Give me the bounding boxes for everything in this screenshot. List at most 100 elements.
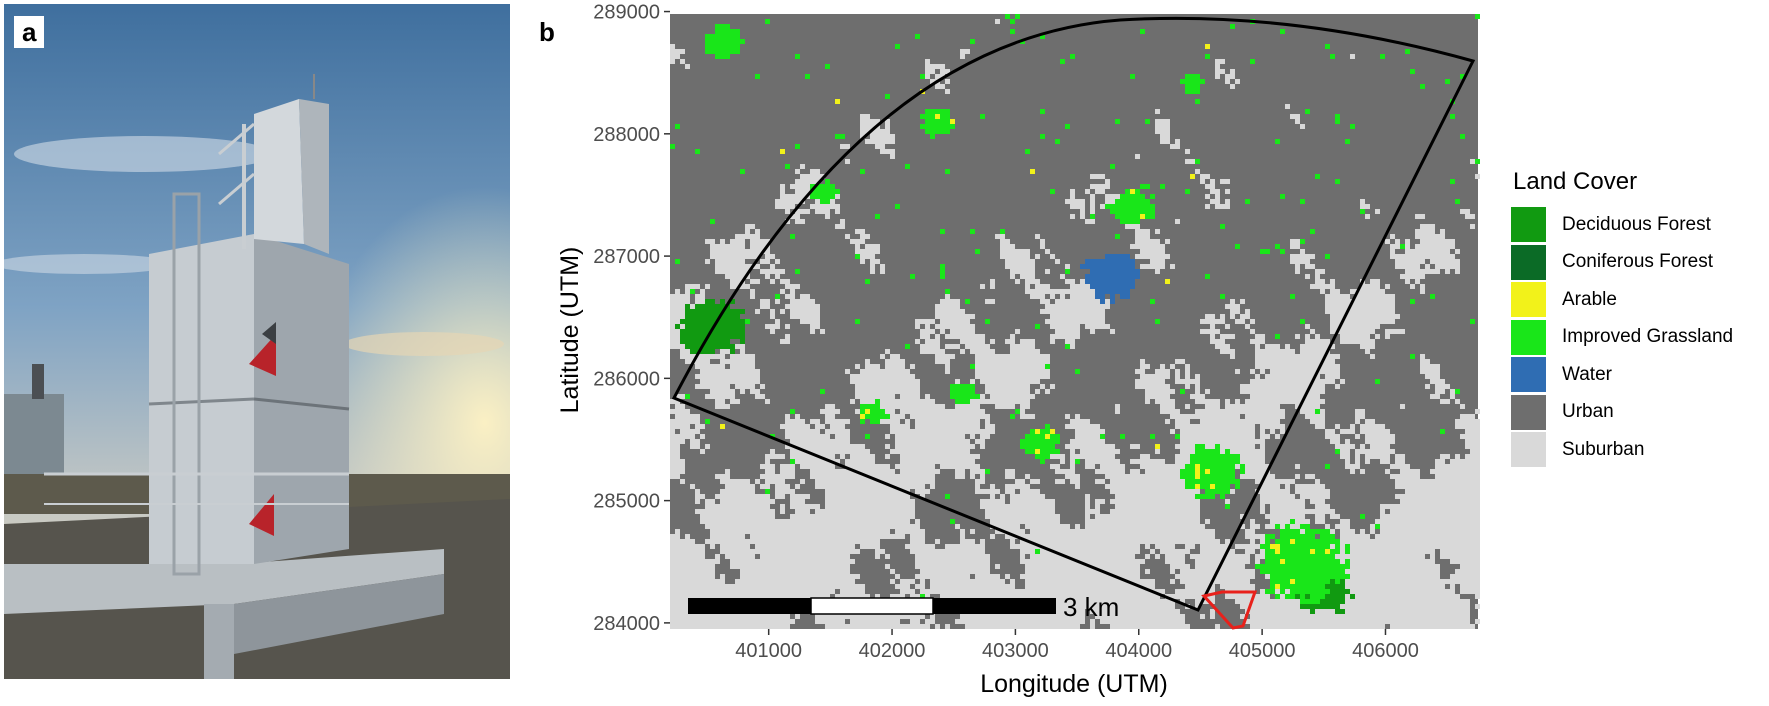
land-cover-cell (1005, 489, 1010, 494)
land-cover-cell (1190, 444, 1195, 449)
land-cover-cell (1400, 454, 1405, 459)
land-cover-cell (1125, 264, 1130, 269)
land-cover-cell (765, 479, 770, 484)
land-cover-cell (1060, 304, 1065, 309)
land-cover-cell (1185, 79, 1190, 84)
land-cover-cell (895, 434, 900, 439)
land-cover-cell (1380, 294, 1385, 299)
land-cover-cell (1275, 524, 1280, 529)
land-cover-cell (770, 539, 775, 544)
land-cover-cell (720, 519, 725, 524)
land-cover-cell (1060, 329, 1065, 334)
land-cover-cell (1365, 454, 1370, 459)
land-cover-cell (715, 529, 720, 534)
land-cover-cell (915, 389, 920, 394)
land-cover-cell (1065, 124, 1070, 129)
land-cover-cell (870, 409, 875, 414)
land-cover-cell (1435, 469, 1440, 474)
land-cover-cell (1045, 289, 1050, 294)
land-cover-cell (805, 524, 810, 529)
land-cover-cell (800, 434, 805, 439)
land-cover-cell (985, 369, 990, 374)
land-cover-cell (1015, 249, 1020, 254)
land-cover-cell (1145, 204, 1150, 209)
land-cover-cell (730, 539, 735, 544)
land-cover-cell (1170, 144, 1175, 149)
land-cover-cell (795, 454, 800, 459)
land-cover-cell (1210, 479, 1215, 484)
land-cover-cell (800, 189, 805, 194)
land-cover-cell (835, 494, 840, 499)
land-cover-cell (1235, 414, 1240, 419)
land-cover-cell (1050, 514, 1055, 519)
land-cover-cell (1000, 399, 1005, 404)
land-cover-cell (1200, 484, 1205, 489)
land-cover-cell (1075, 334, 1080, 339)
land-cover-cell (735, 264, 740, 269)
land-cover-cell (1475, 489, 1480, 494)
land-cover-cell (1115, 514, 1120, 519)
land-cover-cell (710, 514, 715, 519)
land-cover-cell (865, 479, 870, 484)
land-cover-cell (875, 539, 880, 544)
land-cover-cell (670, 59, 675, 64)
land-cover-cell (710, 44, 715, 49)
land-cover-cell (1225, 449, 1230, 454)
land-cover-cell (675, 49, 680, 54)
land-cover-cell (870, 379, 875, 384)
land-cover-cell (1220, 419, 1225, 424)
land-cover-cell (720, 29, 725, 34)
land-cover-cell (785, 419, 790, 424)
land-cover-cell (870, 374, 875, 379)
land-cover-cell (1385, 504, 1390, 509)
land-cover-cell (1315, 274, 1320, 279)
land-cover-cell (1010, 264, 1015, 269)
land-cover-cell (1330, 429, 1335, 434)
land-cover-cell (1015, 484, 1020, 489)
land-cover-cell (810, 524, 815, 529)
land-cover-cell (1410, 254, 1415, 259)
land-cover-cell (915, 539, 920, 544)
land-cover-cell (715, 354, 720, 359)
land-cover-cell (1015, 329, 1020, 334)
land-cover-cell (830, 439, 835, 444)
land-cover-cell (920, 489, 925, 494)
land-cover-cell (1330, 314, 1335, 319)
land-cover-cell (755, 539, 760, 544)
land-cover-cell (810, 529, 815, 534)
land-cover-cell (720, 269, 725, 274)
land-cover-cell (1220, 469, 1225, 474)
land-cover-cell (720, 334, 725, 339)
land-cover-cell (1360, 309, 1365, 314)
land-cover-cell (1280, 529, 1285, 534)
land-cover-cell (1170, 479, 1175, 484)
land-cover-cell (1140, 499, 1145, 504)
land-cover-cell (895, 389, 900, 394)
land-cover-cell (1250, 319, 1255, 324)
land-cover-cell (1070, 299, 1075, 304)
land-cover-cell (930, 444, 935, 449)
land-cover-cell (1455, 489, 1460, 494)
land-cover-cell (1420, 494, 1425, 499)
land-cover-cell (1340, 299, 1345, 304)
land-cover-cell (1430, 519, 1435, 524)
land-cover-cell (910, 529, 915, 534)
land-cover-cell (1185, 519, 1190, 524)
land-cover-cell (1185, 384, 1190, 389)
land-cover-cell (730, 279, 735, 284)
land-cover-cell (780, 489, 785, 494)
land-cover-cell (1080, 454, 1085, 459)
land-cover-cell (810, 449, 815, 454)
land-cover-cell (680, 469, 685, 474)
land-cover-cell (1280, 389, 1285, 394)
land-cover-cell (1355, 334, 1360, 339)
land-cover-cell (700, 369, 705, 374)
land-cover-cell (1285, 494, 1290, 499)
land-cover-cell (905, 419, 910, 424)
land-cover-cell (1255, 474, 1260, 479)
land-cover-cell (710, 349, 715, 354)
land-cover-cell (1110, 264, 1115, 269)
land-cover-cell (725, 359, 730, 364)
land-cover-cell (925, 69, 930, 74)
land-cover-cell (715, 54, 720, 59)
